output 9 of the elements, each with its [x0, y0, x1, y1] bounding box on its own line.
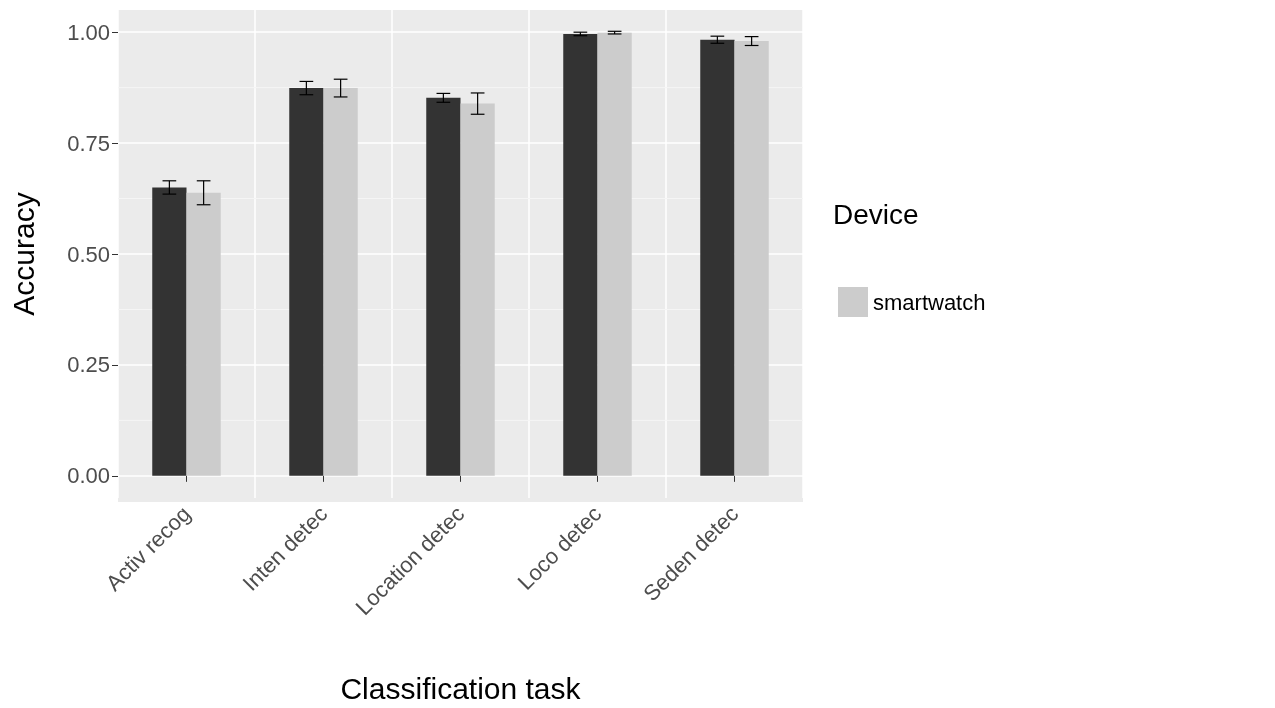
legend-label: smartwatch — [873, 289, 986, 315]
y-tick-label: 0.00 — [67, 463, 110, 489]
x-axis-title: Classification task — [340, 671, 582, 705]
legend-title: Device — [833, 198, 919, 230]
y-tick-label: 0.75 — [67, 130, 110, 156]
y-tick-label: 0.25 — [67, 352, 110, 378]
y-axis-title: Accuracy — [6, 192, 40, 316]
y-tick-label: 1.00 — [67, 19, 110, 45]
y-tick-label: 0.50 — [67, 241, 110, 267]
